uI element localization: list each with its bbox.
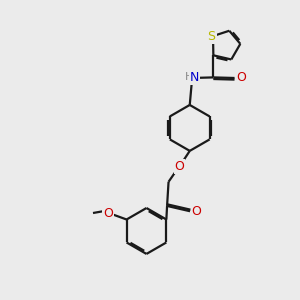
Text: S: S bbox=[208, 29, 215, 43]
Text: O: O bbox=[192, 205, 202, 218]
Text: N: N bbox=[190, 71, 199, 85]
Text: H: H bbox=[184, 71, 193, 82]
Text: O: O bbox=[175, 160, 184, 173]
Text: O: O bbox=[103, 206, 113, 220]
Text: O: O bbox=[236, 71, 246, 85]
